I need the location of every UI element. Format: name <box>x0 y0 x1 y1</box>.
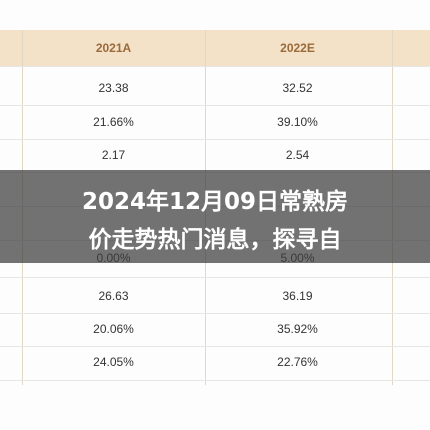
row-border <box>0 346 430 347</box>
title-banner: 2024年12月09日常熟房 价走势热门消息，探寻自 <box>0 170 430 263</box>
table-cell: 35.92% <box>277 322 318 336</box>
table-cell: 39.10% <box>277 115 318 129</box>
table-cell: 21.66% <box>93 115 134 129</box>
table-cell: 24.05% <box>93 355 134 369</box>
banner-title: 2024年12月09日常熟房 <box>81 189 349 215</box>
banner-title: 价走势热门消息，探寻自 <box>88 227 342 253</box>
header-cell: 2022E <box>280 41 315 55</box>
table-cell: 23.38 <box>98 81 129 95</box>
table-cell: 20.06% <box>93 322 134 336</box>
table-cell: 32.52 <box>282 81 313 95</box>
row-border <box>0 105 430 106</box>
table-cell: 36.19 <box>282 289 313 303</box>
table-header <box>0 30 430 66</box>
row-border <box>0 313 430 314</box>
table-cell: 22.76% <box>277 355 318 369</box>
table-cell: 2.54 <box>285 148 310 162</box>
table-cell: 26.63 <box>98 289 129 303</box>
row-border <box>0 139 430 140</box>
row-border <box>0 66 430 67</box>
row-border <box>0 277 430 278</box>
table-cell: 2.17 <box>101 148 126 162</box>
row-border <box>0 380 430 381</box>
header-cell: 2021A <box>95 41 132 55</box>
